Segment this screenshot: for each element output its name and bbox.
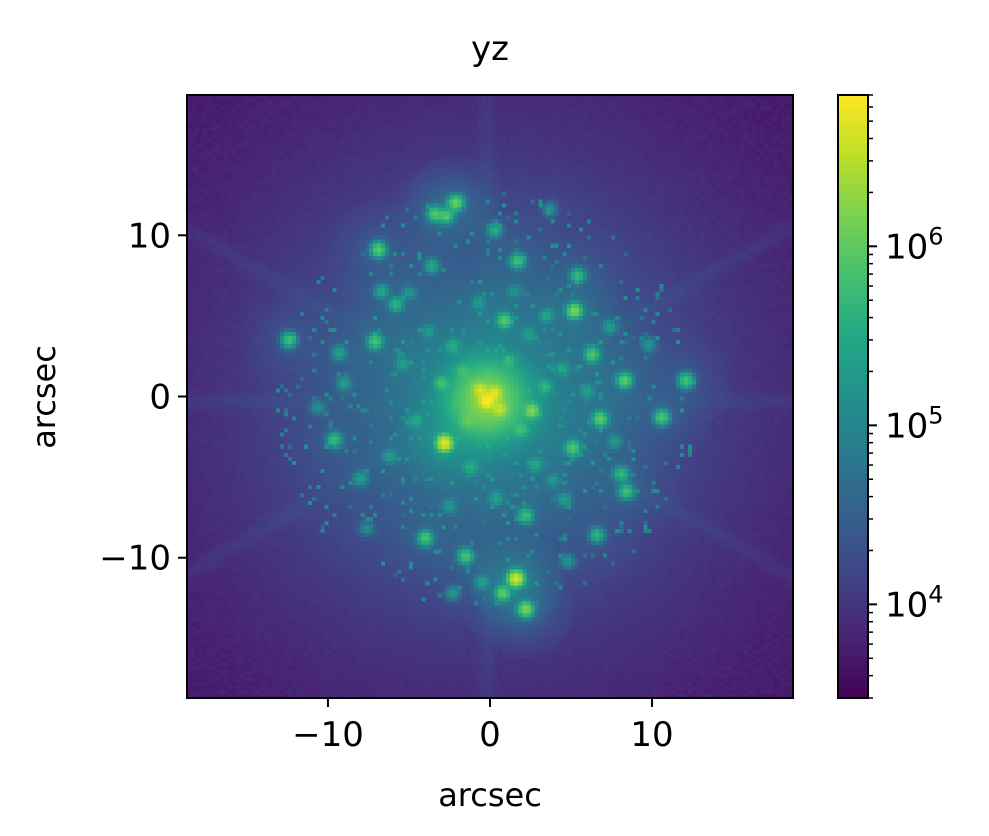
y-axis-label: arcsec: [25, 345, 63, 449]
colorbar-tick-label: 104: [885, 580, 944, 625]
colorbar-ticks: 104 105 106: [868, 94, 944, 699]
y-tick-label: −10: [99, 539, 171, 579]
x-tick-label: −10: [292, 715, 364, 755]
y-tick-label: 0: [149, 378, 171, 418]
colorbar: 104 105 106: [837, 94, 944, 699]
y-tick-label: 10: [128, 216, 171, 256]
chart-title: yz: [471, 29, 509, 69]
heatmap-plot-area: [186, 94, 794, 699]
x-tick-label: 10: [630, 715, 673, 755]
colorbar-tick-label: 106: [885, 222, 944, 267]
x-axis: −10 0 10: [292, 698, 674, 755]
heatmap-image: [187, 95, 793, 698]
x-axis-label: arcsec: [438, 776, 542, 814]
y-axis: 10 0 −10: [99, 216, 187, 579]
colorbar-frame: [837, 94, 869, 699]
colorbar-tick-label: 105: [885, 401, 944, 446]
colorbar-gradient: [838, 95, 868, 698]
x-tick-label: 0: [479, 715, 501, 755]
